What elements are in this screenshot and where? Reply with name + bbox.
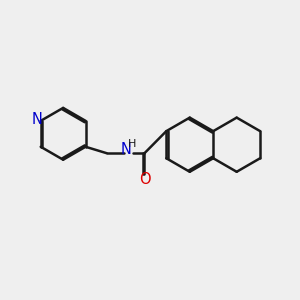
Text: N: N: [32, 112, 42, 127]
Text: H: H: [128, 139, 136, 149]
Text: N: N: [120, 142, 131, 157]
Text: O: O: [139, 172, 150, 187]
